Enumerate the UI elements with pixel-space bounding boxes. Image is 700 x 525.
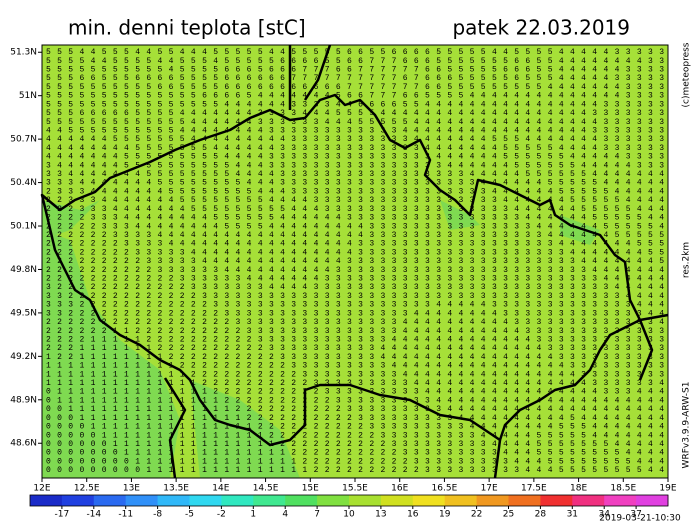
colorbar-segment bbox=[285, 495, 318, 506]
colorbar-segment bbox=[572, 495, 605, 506]
colorbar-segment bbox=[61, 495, 95, 506]
borders bbox=[40, 44, 669, 479]
run-time: 2019-03-21-10:30 bbox=[599, 514, 681, 524]
axes: 51.3N 51N 50.7N 50.4N 50.1N 49.8N 49.5N 49.2N 48… bbox=[10, 48, 677, 494]
lon-label: 19E bbox=[659, 484, 676, 494]
lon-label: 16.5E bbox=[432, 484, 458, 494]
date: patek 22.03.2019 bbox=[452, 16, 630, 40]
colorbar-segment bbox=[349, 495, 382, 506]
colorbar-label: -2 bbox=[217, 510, 226, 520]
colorbar-label: 10 bbox=[343, 510, 355, 520]
colorbar-label: 28 bbox=[535, 510, 547, 520]
lat-label: 51.3N bbox=[10, 48, 37, 58]
resolution: res.2km bbox=[682, 242, 692, 278]
title: min. denni teplota [stC] bbox=[68, 16, 306, 40]
lon-label: 17.5E bbox=[521, 484, 547, 494]
colorbar-segment bbox=[604, 495, 637, 506]
lon-label: 18E bbox=[570, 484, 587, 494]
colorbar-label: 34 bbox=[598, 510, 610, 520]
colorbar-segment bbox=[444, 495, 478, 506]
colorbar-label: 7 bbox=[314, 510, 320, 520]
lat-label: 49.8N bbox=[10, 265, 37, 275]
lon-label: 15E bbox=[302, 484, 319, 494]
colorbar-label: 13 bbox=[375, 510, 386, 520]
lat-label: 48.9N bbox=[10, 395, 37, 405]
colorbar-label: -11 bbox=[118, 510, 133, 520]
colorbar-segment bbox=[125, 495, 159, 506]
lon-label: 16E bbox=[391, 484, 408, 494]
colorbar: -17 -14 -11 -8 -5 -2 1 4 7 10 13 16 19 22 25 28 31 34 37 bbox=[29, 494, 669, 520]
colorbar-label: -5 bbox=[185, 510, 194, 520]
colorbar-label: 16 bbox=[407, 510, 419, 520]
colorbar-label: -17 bbox=[55, 510, 70, 520]
colorbar-segment bbox=[317, 495, 350, 506]
model: WRFv3.9.9-ARW-S1 bbox=[682, 382, 692, 469]
lat-label: 49.2N bbox=[10, 352, 37, 362]
lon-label: 13E bbox=[123, 484, 140, 494]
lon-label: 14.5E bbox=[253, 484, 279, 494]
colorbar-label: 37 bbox=[630, 510, 641, 520]
colorbar-label: 22 bbox=[471, 510, 482, 520]
colorbar-label: 4 bbox=[282, 510, 288, 520]
lon-label: 15.5E bbox=[342, 484, 368, 494]
copyright: (c)meteopress bbox=[682, 42, 692, 107]
colorbar-label: 31 bbox=[567, 510, 578, 520]
colorbar-segment bbox=[221, 495, 254, 506]
colorbar-segment bbox=[157, 495, 190, 506]
lon-label: 12E bbox=[33, 484, 50, 494]
lat-label: 49.5N bbox=[10, 308, 37, 318]
lat-label: 50.4N bbox=[10, 178, 37, 188]
colorbar-segment bbox=[540, 495, 573, 506]
colorbar-segment bbox=[189, 495, 222, 506]
colorbar-segment bbox=[380, 495, 414, 506]
colorbar-label: 25 bbox=[503, 510, 514, 520]
lat-label: 50.1N bbox=[10, 222, 37, 232]
colorbar-segment bbox=[636, 495, 669, 506]
lon-label: 17E bbox=[481, 484, 498, 494]
colorbar-label: -8 bbox=[153, 510, 162, 520]
lat-label: 48.6N bbox=[10, 439, 37, 449]
lon-label: 18.5E bbox=[610, 484, 636, 494]
lon-label: 12.5E bbox=[74, 484, 100, 494]
colorbar-segment bbox=[412, 495, 446, 506]
colorbar-segment bbox=[253, 495, 286, 506]
colorbar-label: 19 bbox=[439, 510, 451, 520]
lat-label: 50.7N bbox=[10, 135, 37, 145]
colorbar-segment bbox=[508, 495, 541, 506]
colorbar-label: 1 bbox=[250, 510, 256, 520]
colorbar-label: -14 bbox=[86, 510, 101, 520]
colorbar-segment bbox=[93, 495, 127, 506]
lon-label: 14E bbox=[212, 484, 229, 494]
colorbar-segment bbox=[30, 495, 63, 506]
colorbar-segment bbox=[476, 495, 509, 506]
lat-label: 51N bbox=[19, 91, 37, 101]
lon-label: 13.5E bbox=[163, 484, 189, 494]
